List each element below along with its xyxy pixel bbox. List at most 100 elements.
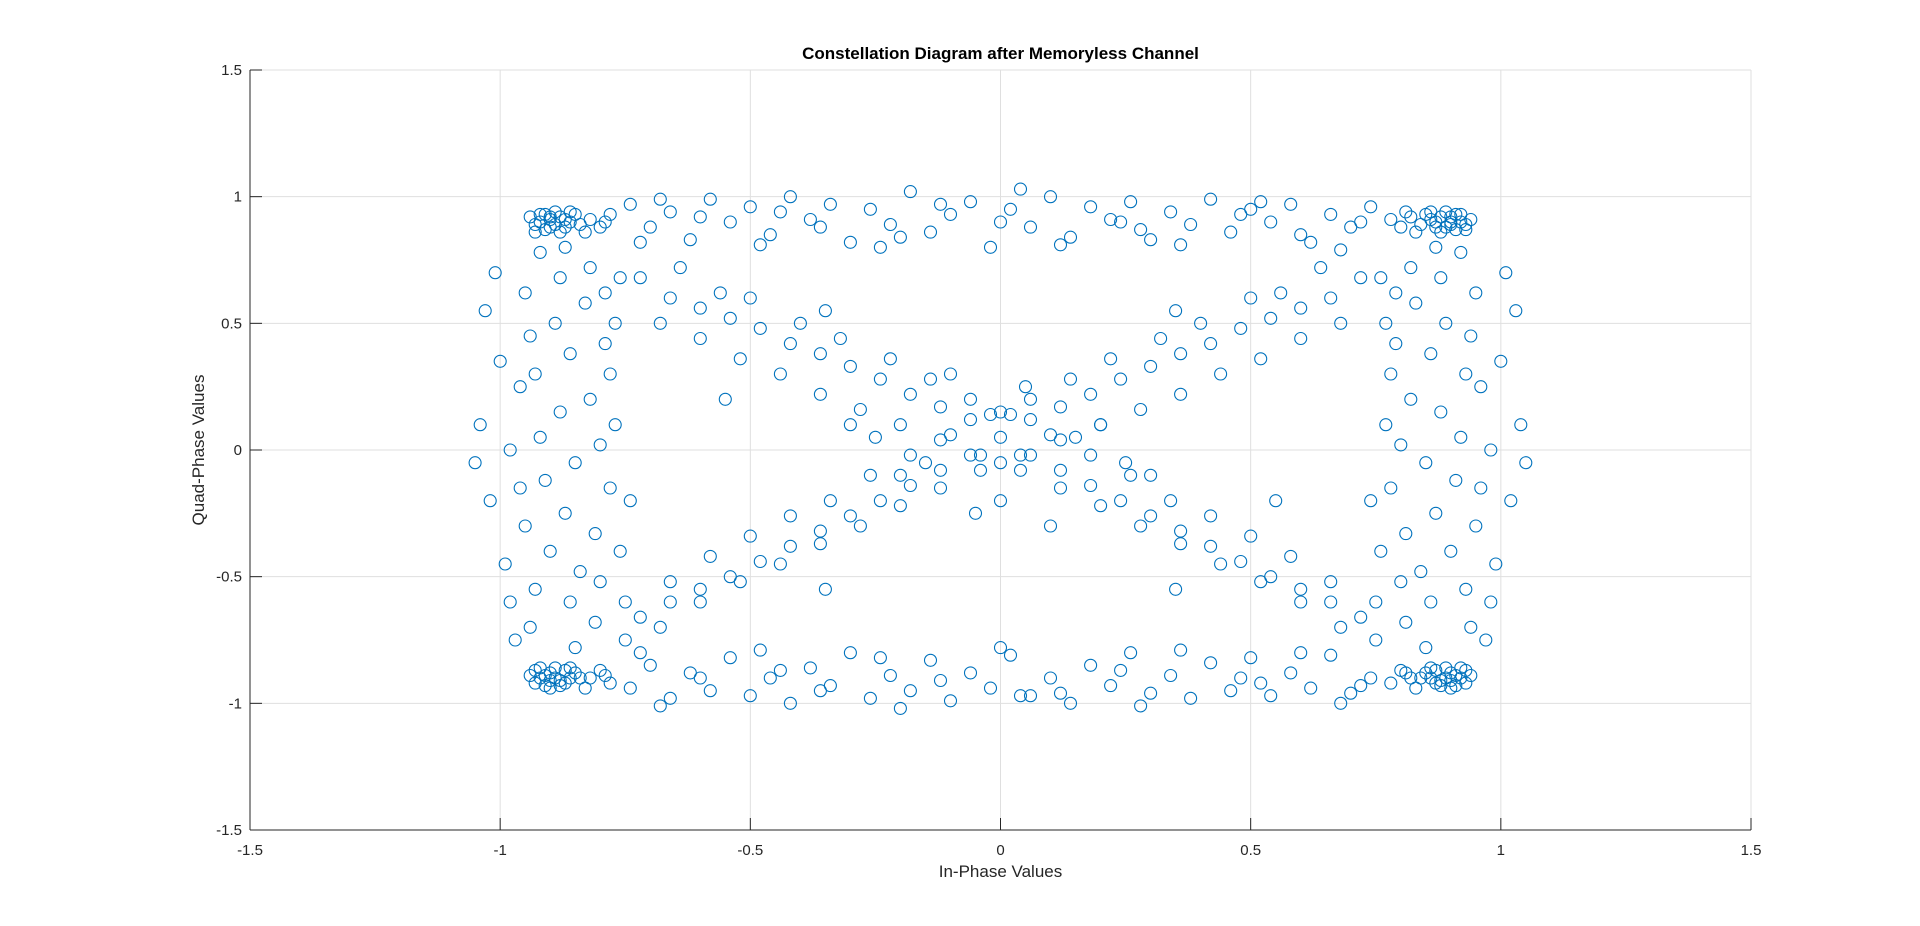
data-point bbox=[1174, 238, 1188, 252]
data-point bbox=[1449, 668, 1463, 683]
data-point bbox=[643, 220, 657, 234]
data-point bbox=[1043, 190, 1058, 204]
data-point bbox=[1254, 575, 1268, 589]
data-point bbox=[633, 610, 647, 624]
data-point bbox=[1144, 686, 1158, 700]
data-point bbox=[623, 494, 637, 508]
data-point bbox=[1084, 200, 1098, 214]
data-point bbox=[663, 205, 677, 219]
data-point bbox=[773, 367, 787, 381]
data-point bbox=[1424, 671, 1438, 685]
data-point bbox=[1284, 666, 1298, 680]
data-point bbox=[483, 494, 497, 508]
data-point bbox=[548, 661, 562, 675]
data-point bbox=[1419, 666, 1433, 680]
data-point bbox=[593, 663, 607, 677]
data-point bbox=[693, 301, 707, 315]
data-point bbox=[1234, 671, 1248, 685]
data-point bbox=[548, 205, 562, 219]
data-point bbox=[753, 238, 767, 252]
data-point bbox=[1379, 418, 1393, 432]
data-point bbox=[518, 286, 532, 300]
data-point bbox=[1204, 509, 1218, 523]
data-point bbox=[1234, 554, 1248, 569]
data-point bbox=[493, 354, 507, 368]
data-point bbox=[1379, 316, 1393, 330]
data-point bbox=[553, 405, 567, 419]
data-point bbox=[1114, 372, 1128, 386]
y-tick-label: 1.5 bbox=[221, 62, 242, 79]
data-point bbox=[983, 407, 998, 422]
data-point bbox=[943, 428, 958, 442]
data-point bbox=[963, 195, 978, 209]
data-point bbox=[1464, 668, 1478, 683]
data-point bbox=[633, 235, 647, 249]
data-point bbox=[1419, 641, 1433, 655]
data-point bbox=[1144, 468, 1158, 482]
data-point bbox=[1354, 271, 1368, 285]
data-point bbox=[603, 481, 617, 495]
data-point bbox=[1469, 286, 1483, 300]
data-point bbox=[1174, 347, 1188, 361]
y-tick-label: 0 bbox=[234, 442, 242, 459]
data-point bbox=[1474, 380, 1488, 394]
data-point bbox=[1459, 223, 1473, 237]
data-point bbox=[703, 684, 717, 698]
x-tick-label: -0.5 bbox=[737, 842, 763, 859]
data-point bbox=[1364, 200, 1378, 214]
data-point bbox=[563, 661, 577, 675]
data-point bbox=[1344, 686, 1358, 700]
data-point bbox=[1399, 205, 1413, 219]
data-point bbox=[603, 207, 617, 221]
data-point bbox=[578, 296, 592, 310]
data-point bbox=[1194, 316, 1208, 330]
data-point bbox=[1134, 699, 1148, 713]
data-point bbox=[653, 192, 667, 206]
data-point bbox=[783, 190, 797, 204]
data-point bbox=[813, 684, 827, 698]
data-point bbox=[1419, 456, 1433, 470]
data-point bbox=[703, 549, 717, 563]
data-point bbox=[653, 699, 667, 713]
data-point bbox=[553, 271, 567, 285]
data-point bbox=[1013, 182, 1028, 196]
data-point bbox=[1003, 202, 1018, 216]
data-point bbox=[623, 681, 637, 695]
data-point bbox=[903, 448, 917, 462]
data-point bbox=[1114, 215, 1128, 229]
y-tick-label: -0.5 bbox=[216, 569, 242, 586]
data-point bbox=[603, 676, 617, 690]
data-point bbox=[1234, 207, 1248, 221]
data-point bbox=[873, 651, 887, 665]
data-point bbox=[568, 666, 582, 680]
data-point bbox=[853, 402, 867, 417]
data-point bbox=[1144, 509, 1158, 523]
data-point bbox=[598, 668, 612, 683]
data-point bbox=[1154, 331, 1168, 346]
data-point bbox=[1399, 666, 1413, 680]
data-point bbox=[1264, 311, 1278, 325]
data-point bbox=[853, 519, 867, 533]
data-point bbox=[513, 481, 527, 495]
data-point bbox=[1439, 661, 1453, 675]
data-point bbox=[1404, 261, 1418, 275]
data-point bbox=[823, 494, 837, 508]
data-point bbox=[468, 456, 482, 470]
data-point bbox=[843, 235, 857, 249]
data-point bbox=[883, 352, 897, 366]
data-point bbox=[528, 676, 542, 690]
data-point bbox=[1384, 212, 1398, 227]
data-point bbox=[543, 681, 557, 695]
data-point bbox=[1003, 648, 1018, 662]
data-point bbox=[1204, 656, 1218, 670]
data-point bbox=[843, 509, 857, 523]
data-point bbox=[903, 478, 917, 493]
data-point bbox=[1294, 582, 1308, 596]
data-point bbox=[1084, 478, 1098, 493]
data-point bbox=[693, 582, 707, 596]
data-point bbox=[923, 653, 938, 667]
data-point bbox=[843, 418, 857, 432]
data-point bbox=[1294, 228, 1308, 242]
data-point bbox=[723, 651, 737, 665]
